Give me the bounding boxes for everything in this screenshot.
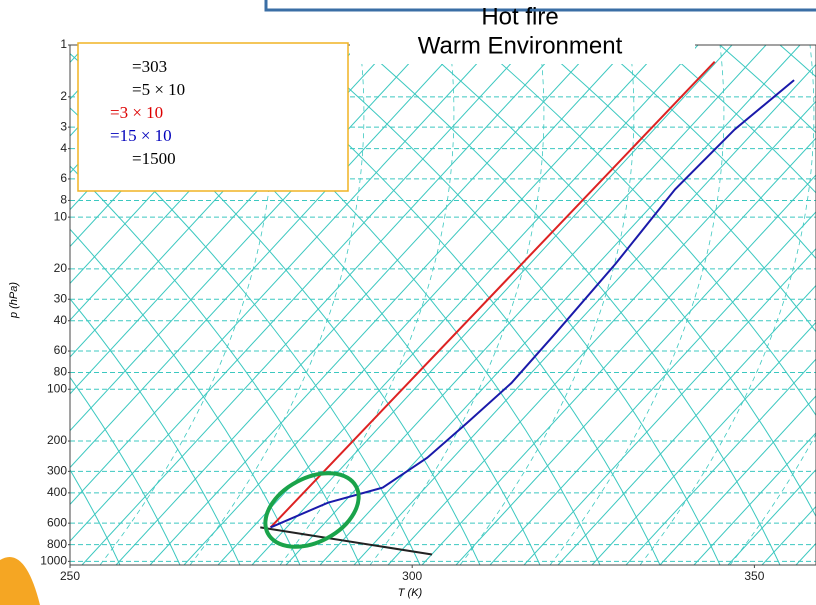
moist-adiabat bbox=[640, 45, 814, 565]
moist-adiabat bbox=[370, 45, 544, 565]
legend-entry: =3 × 10 bbox=[110, 103, 163, 122]
isotherm bbox=[626, 45, 816, 565]
adiabat bbox=[360, 45, 780, 565]
isotherm bbox=[558, 45, 816, 565]
y-tick-label: 6 bbox=[60, 171, 67, 185]
x-tick-label: 250 bbox=[60, 569, 80, 583]
isotherm bbox=[422, 45, 816, 565]
y-tick-label: 20 bbox=[54, 261, 68, 275]
y-tick-label: 2 bbox=[60, 89, 67, 103]
adiabat bbox=[600, 45, 816, 565]
y-tick-label: 4 bbox=[60, 141, 67, 155]
y-tick-label: 600 bbox=[47, 515, 67, 529]
chart-subtitle: Warm Environment bbox=[418, 32, 623, 59]
y-tick-label: 300 bbox=[47, 464, 67, 478]
adiabat bbox=[540, 45, 816, 565]
y-tick-label: 3 bbox=[60, 119, 67, 133]
x-tick-label: 300 bbox=[402, 569, 422, 583]
chart-title: Hot fire bbox=[481, 3, 558, 30]
x-tick-label: 350 bbox=[744, 569, 764, 583]
y-tick-label: 80 bbox=[54, 365, 68, 379]
series-line bbox=[260, 527, 432, 554]
isotherm bbox=[354, 45, 816, 565]
adiabat bbox=[420, 45, 816, 565]
y-tick-label: 1000 bbox=[40, 554, 67, 568]
isotherm bbox=[388, 45, 816, 565]
y-tick-label: 200 bbox=[47, 433, 67, 447]
y-tick-label: 60 bbox=[54, 343, 68, 357]
legend-entry: =5 × 10 bbox=[132, 80, 185, 99]
page: {"chart_data": {"type": "line", "title":… bbox=[0, 0, 816, 605]
y-tick-label: 8 bbox=[60, 193, 67, 207]
y-tick-label: 100 bbox=[47, 381, 67, 395]
isotherm bbox=[660, 45, 816, 565]
chart: 1 2 3 4 6 8 10 20 30 40 60 80 100 200 300 400 600 800 1000… bbox=[0, 0, 816, 605]
fire-image bbox=[0, 557, 40, 605]
y-tick-label: 800 bbox=[47, 537, 67, 551]
y-tick-label: 400 bbox=[47, 485, 67, 499]
moist-adiabat bbox=[460, 45, 634, 565]
y-tick-label: 1 bbox=[60, 37, 67, 51]
y-axis-label: p (hPa) bbox=[8, 282, 20, 319]
legend-entry: =1500 bbox=[132, 149, 176, 168]
x-axis-label: T (K) bbox=[398, 587, 423, 599]
legend-entry: =15 × 10 bbox=[110, 126, 172, 145]
adiabat bbox=[660, 45, 816, 565]
isotherm bbox=[490, 45, 816, 565]
y-tick-label: 30 bbox=[54, 291, 68, 305]
y-tick-label: 10 bbox=[54, 209, 68, 223]
isotherm bbox=[762, 45, 816, 565]
y-tick-label: 40 bbox=[54, 313, 68, 327]
isotherm bbox=[524, 45, 816, 565]
legend-entry: =303 bbox=[132, 57, 167, 76]
